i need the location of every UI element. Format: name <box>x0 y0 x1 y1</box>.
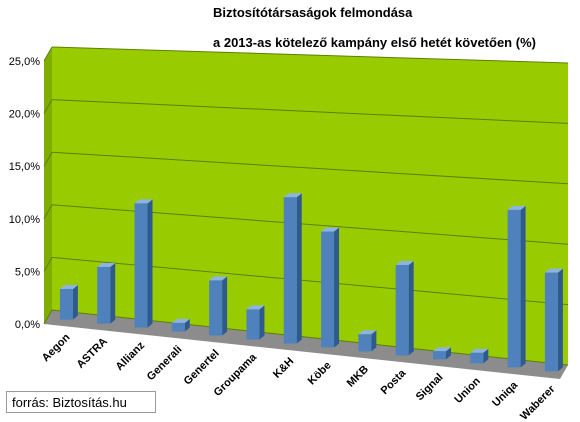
bar <box>470 348 489 364</box>
chart-back-wall <box>52 47 568 365</box>
bar-front <box>283 197 297 344</box>
x-tick-label: Uniqa <box>490 379 521 410</box>
bar-top <box>544 268 563 273</box>
bar-side <box>483 348 489 364</box>
x-tick-label: Posta <box>379 367 409 397</box>
gridline-side <box>43 46 53 62</box>
bar-side <box>520 205 526 368</box>
bar-top <box>507 205 526 210</box>
bar <box>395 261 414 356</box>
x-tick-label: Signal <box>414 371 446 403</box>
bar-top <box>97 262 116 267</box>
bar-side <box>147 199 153 328</box>
bar-top <box>470 348 489 353</box>
bar <box>246 305 265 340</box>
bar-top <box>171 318 190 323</box>
source-note: forrás: Biztosítás.hu <box>6 391 156 413</box>
x-tick-label: Generali <box>145 343 185 383</box>
bar-side <box>408 261 414 356</box>
gridline <box>51 99 569 124</box>
bar-side <box>296 193 302 344</box>
bar <box>544 268 563 372</box>
gridline <box>51 46 569 64</box>
bar-top <box>395 261 414 266</box>
bar-front <box>209 280 223 336</box>
x-tick-label: K&H <box>271 355 296 380</box>
bar-top <box>246 305 265 310</box>
bar-top <box>59 284 78 289</box>
chart-title-line1: Biztosítótársaságok felmondása <box>213 5 413 20</box>
bar <box>321 227 340 348</box>
bar-side <box>259 305 265 340</box>
y-tick-label: 0,0% <box>15 319 40 331</box>
bar-top <box>358 330 377 335</box>
x-tick-label: MKB <box>345 363 371 389</box>
bar <box>432 347 451 360</box>
x-tick-label: Allianz <box>114 339 148 373</box>
x-tick-label: Köbe <box>306 359 334 387</box>
bar-side <box>445 347 451 360</box>
y-tick-label: 25,0% <box>9 56 40 68</box>
x-tick-label: Genertel <box>182 347 222 387</box>
bar <box>283 193 302 344</box>
bar-side <box>371 330 377 352</box>
bar-side <box>184 318 190 332</box>
bar <box>97 262 116 324</box>
bar-top <box>283 193 302 198</box>
gridline-side <box>43 257 53 272</box>
bar-front <box>59 288 73 320</box>
x-tick-label: Union <box>452 375 483 406</box>
bar-front <box>97 266 111 324</box>
bar-side <box>222 276 228 336</box>
bar-side <box>334 227 340 348</box>
y-tick-label: 15,0% <box>9 161 40 173</box>
bar <box>358 330 377 352</box>
bar-top <box>432 347 451 352</box>
bar-front <box>134 203 148 328</box>
bar-front <box>507 209 521 368</box>
gridline <box>51 151 569 185</box>
bar-top <box>134 199 153 204</box>
y-axis-ticks: 0,0% 5,0% 10,0% 15,0% 20,0% 25,0% <box>9 56 40 331</box>
bar-top <box>209 276 228 281</box>
gridline-side <box>43 309 53 325</box>
bars <box>59 193 563 372</box>
bar-front <box>171 322 185 332</box>
y-tick-label: 20,0% <box>9 109 40 121</box>
bar-front <box>432 351 446 360</box>
y-tick-label: 5,0% <box>15 266 40 278</box>
bar-front <box>321 231 335 348</box>
x-tick-label: Aegon <box>40 331 73 364</box>
bar-front <box>470 352 484 364</box>
bar-front <box>544 272 558 372</box>
bar <box>507 205 526 368</box>
chart-side-wall <box>44 47 52 324</box>
gridline-side <box>43 151 53 167</box>
x-tick-label: ASTRA <box>75 335 110 370</box>
bar <box>59 284 78 320</box>
bar <box>209 276 228 336</box>
bar-side <box>557 268 563 372</box>
bar-side <box>110 262 116 324</box>
bar-front <box>246 309 260 340</box>
bar-front <box>395 265 409 356</box>
bar <box>134 199 153 328</box>
y-tick-label: 10,0% <box>9 214 40 226</box>
bar-side <box>72 284 78 320</box>
x-tick-label: Waberer <box>518 383 558 422</box>
bar-front <box>358 334 372 352</box>
gridline-side <box>43 99 53 114</box>
gridline-side <box>43 204 53 220</box>
chart-title-line2: a 2013-as kötelező kampány első hetét kö… <box>213 35 536 50</box>
bar <box>171 318 190 332</box>
bar-top <box>321 227 340 232</box>
